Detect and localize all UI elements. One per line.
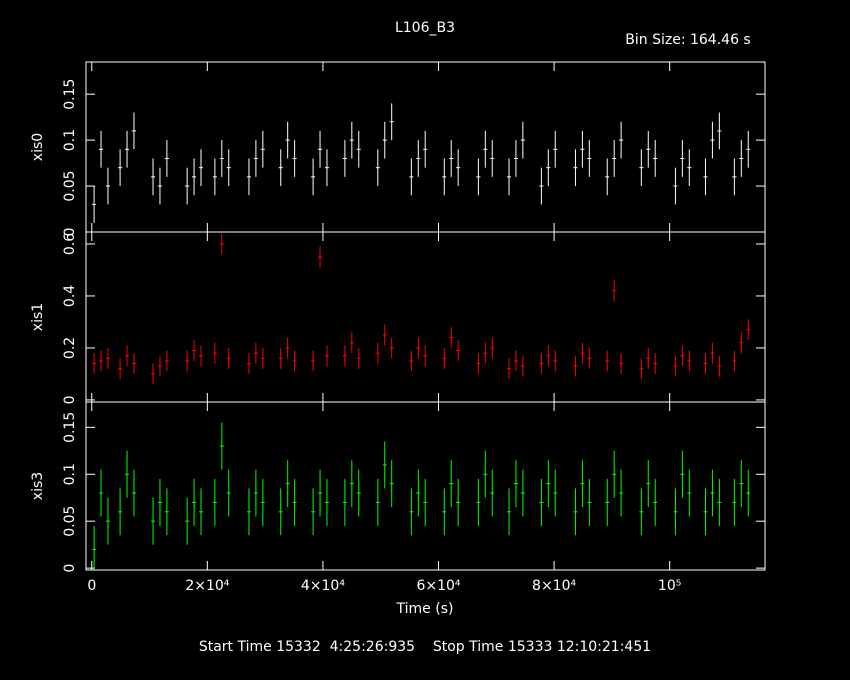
y-tick-label: 0.05 [62,170,78,201]
bin-size: Bin Size: 164.46 s [625,32,750,48]
y-tick-label: 0.1 [62,129,78,151]
time-range: Start Time 15332 4:25:26:935 Stop Time 1… [199,639,651,655]
y-tick-label: 0 [62,395,78,404]
y-tick-label: 0.6 [62,233,78,255]
y-axis-label: xis0 [30,133,46,161]
x-axis-label: Time (s) [396,601,454,617]
x-tick-label: 0 [87,578,96,594]
y-tick-label: 0 [62,564,78,573]
x-tick-label: 10⁵ [658,578,681,594]
y-tick-label: 0.15 [62,79,78,110]
x-tick-label: 6×10⁴ [416,578,460,594]
panel-frame [85,401,766,571]
panel-frame [85,231,766,403]
y-axis-label: xis1 [30,303,46,331]
y-tick-label: 0.05 [62,506,78,537]
y-tick-label: 0.15 [62,412,78,443]
y-axis-label: xis3 [30,472,46,500]
x-tick-label: 8×10⁴ [532,578,576,594]
x-tick-label: 2×10⁴ [185,578,229,594]
y-tick-label: 0.2 [62,337,78,359]
chart-title: L106_B3 [395,20,455,36]
y-tick-label: 0.1 [62,463,78,485]
x-tick-label: 4×10⁴ [301,578,345,594]
y-tick-label: 0 [62,228,78,237]
y-tick-label: 0.4 [62,285,78,307]
